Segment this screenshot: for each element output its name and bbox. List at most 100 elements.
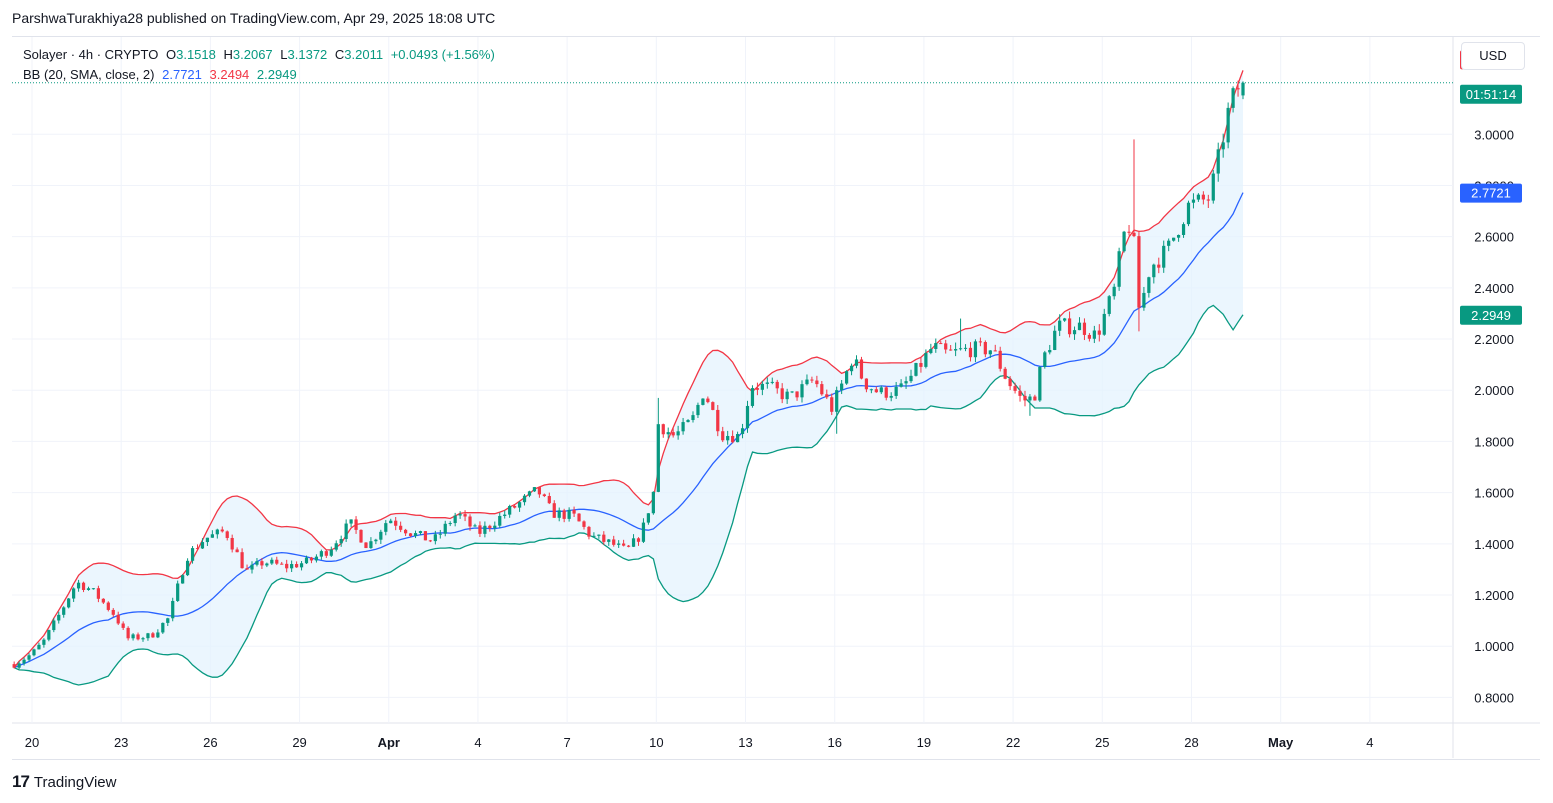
candle <box>735 431 740 443</box>
candle-body <box>934 343 938 349</box>
candle <box>1013 382 1017 394</box>
candle <box>830 393 834 416</box>
candle <box>354 516 358 534</box>
tradingview-logo-icon: 17 <box>12 772 30 791</box>
price-badge-bg <box>1460 84 1522 104</box>
bb-upper-line <box>13 70 1244 669</box>
candle-body <box>1038 366 1042 401</box>
tradingview-footer[interactable]: 17 TradingView <box>12 772 116 792</box>
candle-body <box>1018 390 1022 396</box>
candle-body <box>1092 330 1096 339</box>
time-tick-label: 4 <box>474 735 481 750</box>
candle-body <box>919 363 923 367</box>
candle <box>299 560 304 571</box>
candle <box>919 357 923 373</box>
candle-body <box>27 655 31 660</box>
candle-body <box>1067 318 1072 335</box>
candle <box>290 560 294 573</box>
candle <box>676 425 680 440</box>
legend-bb-label[interactable]: BB (20, SMA, close, 2) <box>23 67 155 82</box>
candle <box>1231 86 1235 113</box>
time-tick-label: 28 <box>1184 735 1198 750</box>
price-tick-label: 1.8000 <box>1474 434 1514 449</box>
candle-body <box>1241 82 1245 96</box>
candle <box>339 535 343 547</box>
candle <box>656 397 660 493</box>
candle-body <box>176 583 180 601</box>
price-tick-label: 1.4000 <box>1474 537 1514 552</box>
bollinger-bands <box>13 70 1244 686</box>
candle-body <box>324 551 328 556</box>
candle-body <box>914 363 918 376</box>
candle-body <box>12 664 16 668</box>
candle <box>319 549 323 560</box>
candle-body <box>136 634 140 640</box>
candle <box>47 629 51 642</box>
candle <box>96 585 101 603</box>
time-tick-label: 22 <box>1006 735 1020 750</box>
candle <box>562 508 566 523</box>
candle <box>403 528 408 536</box>
candle <box>1092 325 1096 344</box>
candle <box>106 601 110 612</box>
candle <box>67 597 71 609</box>
candle-body <box>978 341 982 343</box>
candle <box>1157 257 1161 274</box>
candle-body <box>731 435 735 443</box>
candle-body <box>1028 396 1032 401</box>
candle-body <box>666 432 670 435</box>
candle <box>944 339 948 354</box>
candle-body <box>161 622 165 633</box>
candle-body <box>874 389 878 393</box>
legend-close-label: C <box>334 47 345 62</box>
candle-body <box>1043 352 1047 367</box>
candle <box>111 608 115 617</box>
time-tick-label: 10 <box>649 735 663 750</box>
candle <box>1033 394 1037 401</box>
candle <box>765 377 769 389</box>
candle <box>755 382 760 396</box>
candle <box>151 631 155 638</box>
candle-body <box>22 659 26 664</box>
candle-body <box>760 383 764 390</box>
candle <box>542 493 546 498</box>
candle <box>62 606 66 618</box>
candle <box>359 529 363 543</box>
legend-symbol[interactable]: Solayer · 4h · CRYPTO <box>23 47 159 62</box>
candle-body <box>557 510 561 518</box>
candle <box>478 521 482 537</box>
candle <box>220 526 224 533</box>
candle <box>1181 222 1186 238</box>
candle <box>894 381 898 399</box>
legend-open-label: O <box>165 47 177 62</box>
candle-body <box>1097 330 1101 335</box>
candle <box>790 391 794 394</box>
candle <box>176 580 180 602</box>
candle-body <box>547 496 551 504</box>
legend-ohlc-row: Solayer · 4h · CRYPTO O3.1518 H3.2067 L3… <box>23 45 499 65</box>
candle-body <box>418 531 423 534</box>
candle <box>1162 240 1166 273</box>
candle <box>81 581 86 593</box>
price-tick-label: 3.0000 <box>1474 127 1514 142</box>
candle-body <box>889 395 893 398</box>
candle-body <box>389 520 393 524</box>
candle-body <box>671 432 675 436</box>
candle <box>1038 366 1042 402</box>
candle <box>537 486 542 498</box>
candle-body <box>96 588 101 599</box>
candle-body <box>458 514 462 516</box>
candle-body <box>86 588 91 590</box>
currency-button[interactable]: USD <box>1461 42 1525 70</box>
candle-body <box>116 614 120 624</box>
candle-body <box>904 381 908 384</box>
candle-body <box>755 388 760 390</box>
candle-body <box>1117 251 1121 287</box>
candle <box>1018 385 1022 402</box>
candle <box>557 507 561 522</box>
candle <box>835 386 839 434</box>
candle-body <box>770 381 774 383</box>
candle <box>949 344 953 351</box>
candle <box>760 380 764 396</box>
